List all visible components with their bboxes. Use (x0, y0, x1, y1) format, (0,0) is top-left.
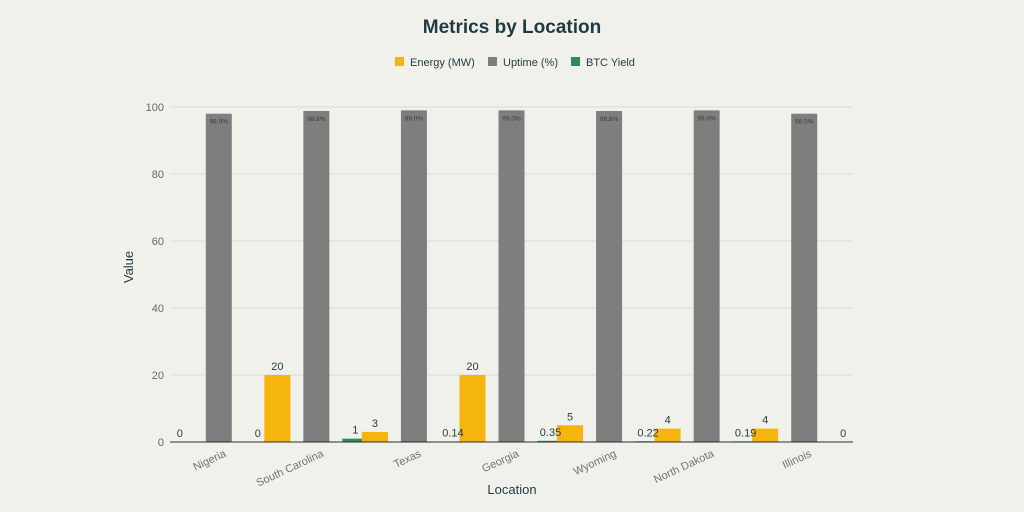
bar-btc-yield (537, 440, 564, 442)
legend-label-energy: Energy (MW) (410, 57, 475, 69)
y-tick-label: 60 (152, 236, 164, 248)
y-tick-label: 0 (158, 437, 164, 449)
x-category-label: Nigeria (191, 447, 228, 473)
bar-energy (264, 375, 291, 442)
x-category-label: North Dakota (652, 447, 717, 486)
y-tick-label: 80 (152, 169, 164, 181)
bar-uptime (791, 113, 818, 442)
data-label-energy: 4 (665, 415, 671, 427)
bar-uptime (693, 110, 720, 442)
bar-energy (557, 425, 584, 442)
y-tick-label: 100 (146, 102, 164, 114)
data-label-uptime: 98.8% (307, 116, 326, 123)
bar-uptime (498, 110, 525, 442)
x-category-label: Texas (392, 448, 424, 471)
bar-uptime (596, 111, 623, 443)
y-axis-ticks: 0 20 40 60 80 100 (146, 102, 164, 449)
data-label-btc-yield: 0.35 (540, 427, 561, 439)
bar-uptime (205, 113, 232, 442)
data-label-btc-yield: 0.22 (637, 427, 658, 439)
data-label-energy: 3 (372, 418, 378, 430)
legend: Energy (MW) Uptime (%) BTC Yield (395, 57, 635, 69)
data-labels: 0 98.0% 0 20 98.8% 1 3 99.0% 0.14 20 99.0% 0.35 5 98.… (177, 115, 847, 440)
bar-energy (361, 431, 388, 442)
bars (205, 110, 818, 443)
bar-btc-yield (342, 438, 369, 442)
bar-uptime (303, 111, 330, 443)
data-label-uptime: 98.0% (210, 119, 229, 126)
x-category-label: Wyoming (572, 448, 619, 478)
data-label-uptime: 99.0% (697, 115, 716, 122)
x-category-label: Georgia (480, 447, 521, 475)
bar-energy (654, 428, 681, 442)
bar-energy (752, 428, 779, 442)
data-label-energy: 20 (271, 361, 283, 373)
data-label-btc-yield: 0.19 (735, 427, 756, 439)
y-tick-label: 40 (152, 303, 164, 315)
data-label-uptime: 99.0% (405, 115, 424, 122)
legend-label-uptime: Uptime (%) (503, 57, 558, 69)
legend-swatch-uptime (488, 57, 497, 66)
legend-swatch-btc (571, 57, 580, 66)
data-label-energy: 0 (177, 428, 183, 440)
legend-swatch-energy (395, 57, 404, 66)
bar-energy (459, 375, 486, 442)
y-tick-label: 20 (152, 370, 164, 382)
legend-label-btc: BTC Yield (586, 57, 635, 69)
chart-title: Metrics by Location (423, 17, 601, 38)
data-label-btc-yield: 0 (255, 428, 261, 440)
x-category-label: Illinois (781, 448, 814, 472)
data-label-btc-yield: 0.14 (442, 428, 463, 440)
data-label-energy: 4 (762, 415, 768, 427)
x-category-label: South Carolina (255, 447, 327, 489)
data-label-btc-yield: 1 (352, 425, 358, 437)
data-label-uptime: 98.8% (600, 116, 619, 123)
data-label-btc-yield: 0 (840, 428, 846, 440)
bar-uptime (400, 110, 427, 442)
data-label-uptime: 98.0% (795, 119, 814, 126)
data-label-uptime: 99.0% (502, 115, 521, 122)
y-axis-title: Value (121, 251, 136, 283)
data-label-energy: 20 (466, 361, 478, 373)
x-axis-title: Location (487, 482, 536, 497)
data-label-energy: 5 (567, 411, 573, 423)
